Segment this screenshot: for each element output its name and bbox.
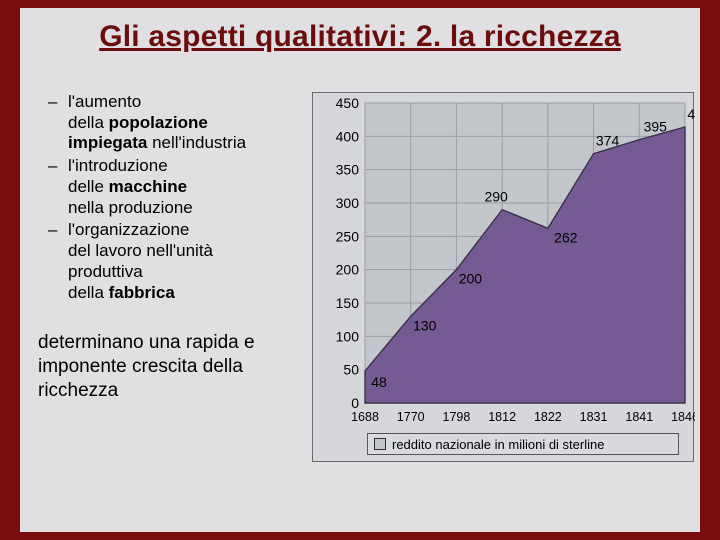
slide-title: Gli aspetti qualitativi: 2. la ricchezza [20,8,700,64]
chart-legend: reddito nazionale in milioni di sterline [367,433,679,455]
svg-text:395: 395 [644,119,668,135]
svg-text:374: 374 [596,133,620,149]
svg-text:290: 290 [484,189,508,205]
legend-swatch-icon [374,438,386,450]
slide-content: l'aumentodella popolazioneimpiegata nell… [20,64,700,462]
bullet-list: l'aumentodella popolazioneimpiegata nell… [48,92,308,303]
svg-text:450: 450 [336,95,360,111]
svg-text:262: 262 [554,229,578,245]
svg-text:48: 48 [371,374,387,390]
svg-text:1798: 1798 [443,410,471,424]
svg-text:150: 150 [336,295,360,311]
svg-text:0: 0 [351,395,359,411]
svg-text:50: 50 [343,362,359,378]
svg-text:250: 250 [336,228,360,244]
svg-text:1688: 1688 [351,410,379,424]
svg-text:414: 414 [687,106,695,122]
bullet-item: l'introduzionedelle macchinenella produz… [48,156,308,218]
svg-text:350: 350 [336,162,360,178]
left-column: l'aumentodella popolazioneimpiegata nell… [26,92,308,462]
bullet-item: l'organizzazionedel lavoro nell'unitàpro… [48,220,308,303]
svg-text:1846: 1846 [671,410,695,424]
svg-text:200: 200 [336,262,360,278]
svg-text:200: 200 [459,271,483,287]
svg-text:100: 100 [336,328,360,344]
svg-text:400: 400 [336,128,360,144]
svg-text:1822: 1822 [534,410,562,424]
svg-text:1841: 1841 [625,410,653,424]
svg-text:1831: 1831 [580,410,608,424]
bullet-item: l'aumentodella popolazioneimpiegata nell… [48,92,308,154]
svg-text:1812: 1812 [488,410,516,424]
legend-label: reddito nazionale in milioni di sterline [392,437,604,452]
slide: Gli aspetti qualitativi: 2. la ricchezza… [20,8,700,532]
chart-container: 0 50 100 150 200 250 300 350 400 450 48 130 200 290 26… [312,92,694,462]
conclusion-paragraph: determinano una rapida e imponente cresc… [38,331,308,402]
svg-text:130: 130 [413,317,437,333]
svg-text:1770: 1770 [397,410,425,424]
svg-text:300: 300 [336,195,360,211]
area-chart: 0 50 100 150 200 250 300 350 400 450 48 130 200 290 26… [313,93,695,463]
